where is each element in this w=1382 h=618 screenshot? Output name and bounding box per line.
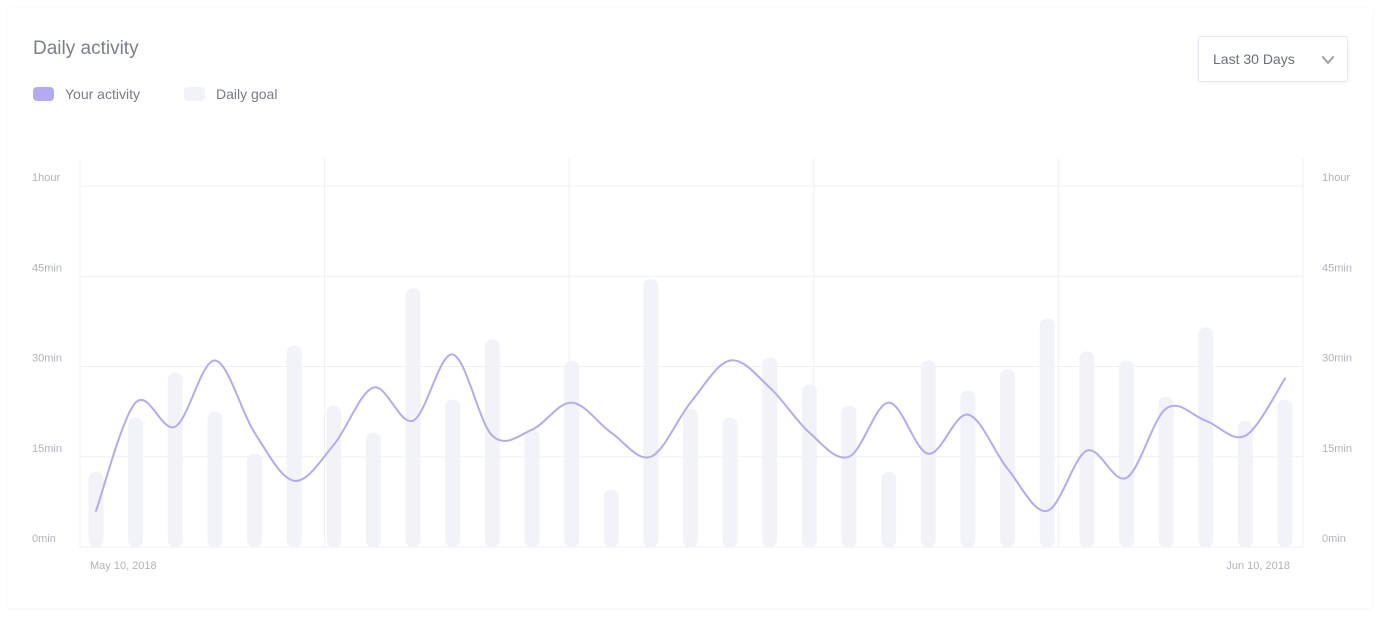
goal-bar	[1237, 420, 1253, 547]
x-tick-label-end: Jun 10, 2018	[1226, 560, 1290, 572]
goal-bar	[1118, 360, 1134, 547]
y-tick-label-right: 1hour	[1322, 172, 1350, 184]
goal-bar	[683, 408, 698, 547]
goal-bar	[1158, 396, 1174, 547]
y-tick-label-right: 30min	[1322, 353, 1352, 365]
y-tick-label-left: 30min	[32, 353, 62, 365]
goal-bar	[167, 372, 183, 547]
goal-bar	[365, 432, 381, 547]
goal-bar	[524, 429, 540, 547]
y-tick-label-left: 15min	[32, 443, 62, 455]
goal-bar	[1079, 351, 1095, 547]
goal-bar	[801, 384, 817, 547]
goal-bar	[286, 345, 302, 547]
y-tick-label-right: 0min	[1322, 533, 1346, 545]
goal-bar	[247, 453, 263, 547]
legend-item-activity[interactable]: Your activity	[33, 86, 140, 102]
goal-bar	[128, 417, 144, 547]
y-tick-label-left: 45min	[32, 262, 62, 274]
goal-bar	[1277, 399, 1293, 547]
y-tick-label-left: 1hour	[32, 172, 60, 184]
goal-bar	[445, 399, 461, 547]
activity-line-layer	[95, 353, 1286, 512]
goal-bars	[88, 279, 1293, 547]
date-range-value: Last 30 Days	[1213, 51, 1295, 67]
goal-bar	[1198, 327, 1214, 547]
chart-title: Daily activity	[33, 38, 139, 59]
goal-bar	[405, 288, 421, 547]
legend: Your activity Daily goal	[33, 86, 321, 102]
goal-bar	[960, 390, 976, 547]
goal-bar	[762, 357, 778, 547]
x-tick-label-start: May 10, 2018	[90, 560, 157, 572]
legend-label-activity: Your activity	[65, 86, 140, 102]
y-tick-label-right: 45min	[1322, 262, 1352, 274]
goal-bar	[484, 339, 500, 547]
goal-bar	[881, 471, 897, 547]
goal-bar	[722, 417, 738, 547]
goal-bar	[603, 489, 619, 547]
goal-bar	[207, 411, 223, 547]
axis-ticks: 0min 0min 15min 15min 30min 30min 45min 45min 1h…	[32, 172, 1352, 572]
legend-swatch-activity	[33, 87, 54, 101]
date-range-dropdown[interactable]: Last 30 Days	[1198, 36, 1348, 82]
goal-bar	[643, 279, 659, 547]
activity-line	[95, 353, 1286, 512]
goal-bar	[841, 405, 857, 547]
goal-bar	[1000, 369, 1016, 547]
legend-item-goal[interactable]: Daily goal	[183, 86, 278, 102]
y-tick-label-right: 15min	[1322, 443, 1352, 455]
goal-bar	[1039, 318, 1055, 547]
legend-swatch-goal	[183, 87, 205, 101]
chevron-down-icon	[1322, 56, 1334, 64]
legend-label-goal: Daily goal	[215, 86, 278, 102]
goal-bar	[564, 360, 580, 547]
goal-bar	[326, 405, 342, 547]
y-tick-label-left: 0min	[32, 533, 56, 545]
